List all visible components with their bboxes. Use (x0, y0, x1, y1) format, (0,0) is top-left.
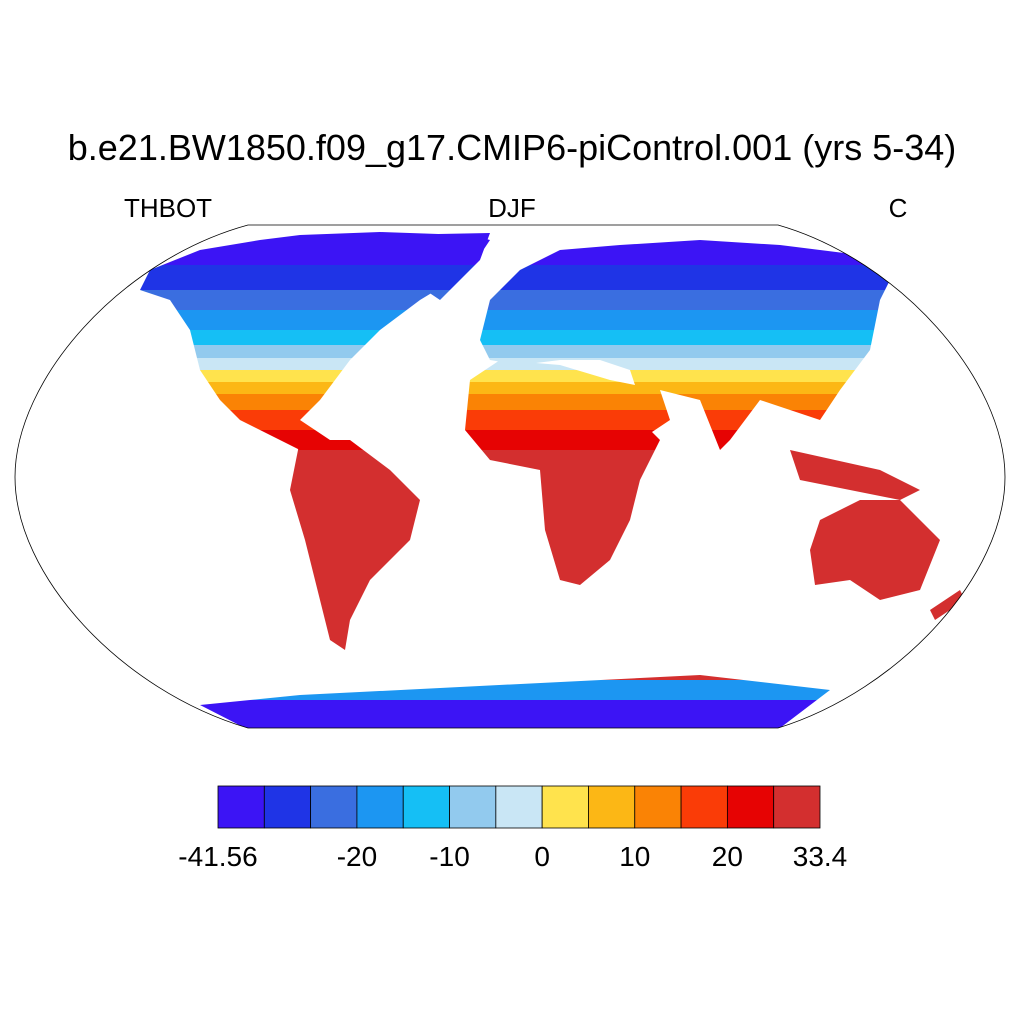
colorbar-box (495, 785, 543, 829)
land-field (140, 232, 965, 728)
colorbar-box (356, 785, 404, 829)
colorbar-label: 20 (712, 841, 743, 872)
colorbar-box (263, 785, 312, 829)
colorbar-box (310, 785, 358, 829)
map (140, 232, 965, 728)
colorbar-label: 0 (534, 841, 550, 872)
colorbar-label: -10 (429, 841, 469, 872)
colorbar-box (449, 785, 497, 829)
colorbar-box (217, 785, 265, 829)
colorbar-box (588, 785, 636, 829)
colorbar-label: 33.4 (793, 841, 848, 872)
temperature-band (140, 265, 965, 290)
temperature-band (140, 310, 965, 330)
temperature-band (140, 450, 965, 640)
colorbar-label: -20 (337, 841, 377, 872)
temperature-band (140, 700, 965, 728)
temperature-band (140, 370, 965, 382)
colorbar-box (541, 785, 589, 829)
temperature-band (140, 330, 965, 345)
temperature-band (140, 345, 965, 358)
temperature-band (140, 410, 965, 430)
map-outline (14, 224, 1006, 729)
temperature-band (140, 640, 965, 680)
colorbar-box (773, 785, 821, 829)
colorbar-box (634, 785, 682, 829)
temperature-band (140, 232, 965, 265)
colorbar-box (680, 785, 728, 829)
colorbar-label: 10 (619, 841, 650, 872)
units-label: C (889, 193, 908, 223)
colorbar-label: -41.56 (178, 841, 257, 872)
temperature-band (140, 358, 965, 370)
title: b.e21.BW1850.f09_g17.CMIP6-piControl.001… (68, 127, 956, 168)
colorbar: -41.56 -20 -10 0 10 20 33.4 (178, 785, 848, 872)
temperature-band (140, 394, 965, 410)
variable-label: THBOT (124, 193, 212, 223)
temperature-band (140, 430, 965, 450)
temperature-band (140, 382, 965, 394)
temperature-band (140, 290, 965, 310)
colorbar-box (402, 785, 450, 829)
colorbar-box (726, 785, 775, 829)
season-label: DJF (488, 193, 536, 223)
